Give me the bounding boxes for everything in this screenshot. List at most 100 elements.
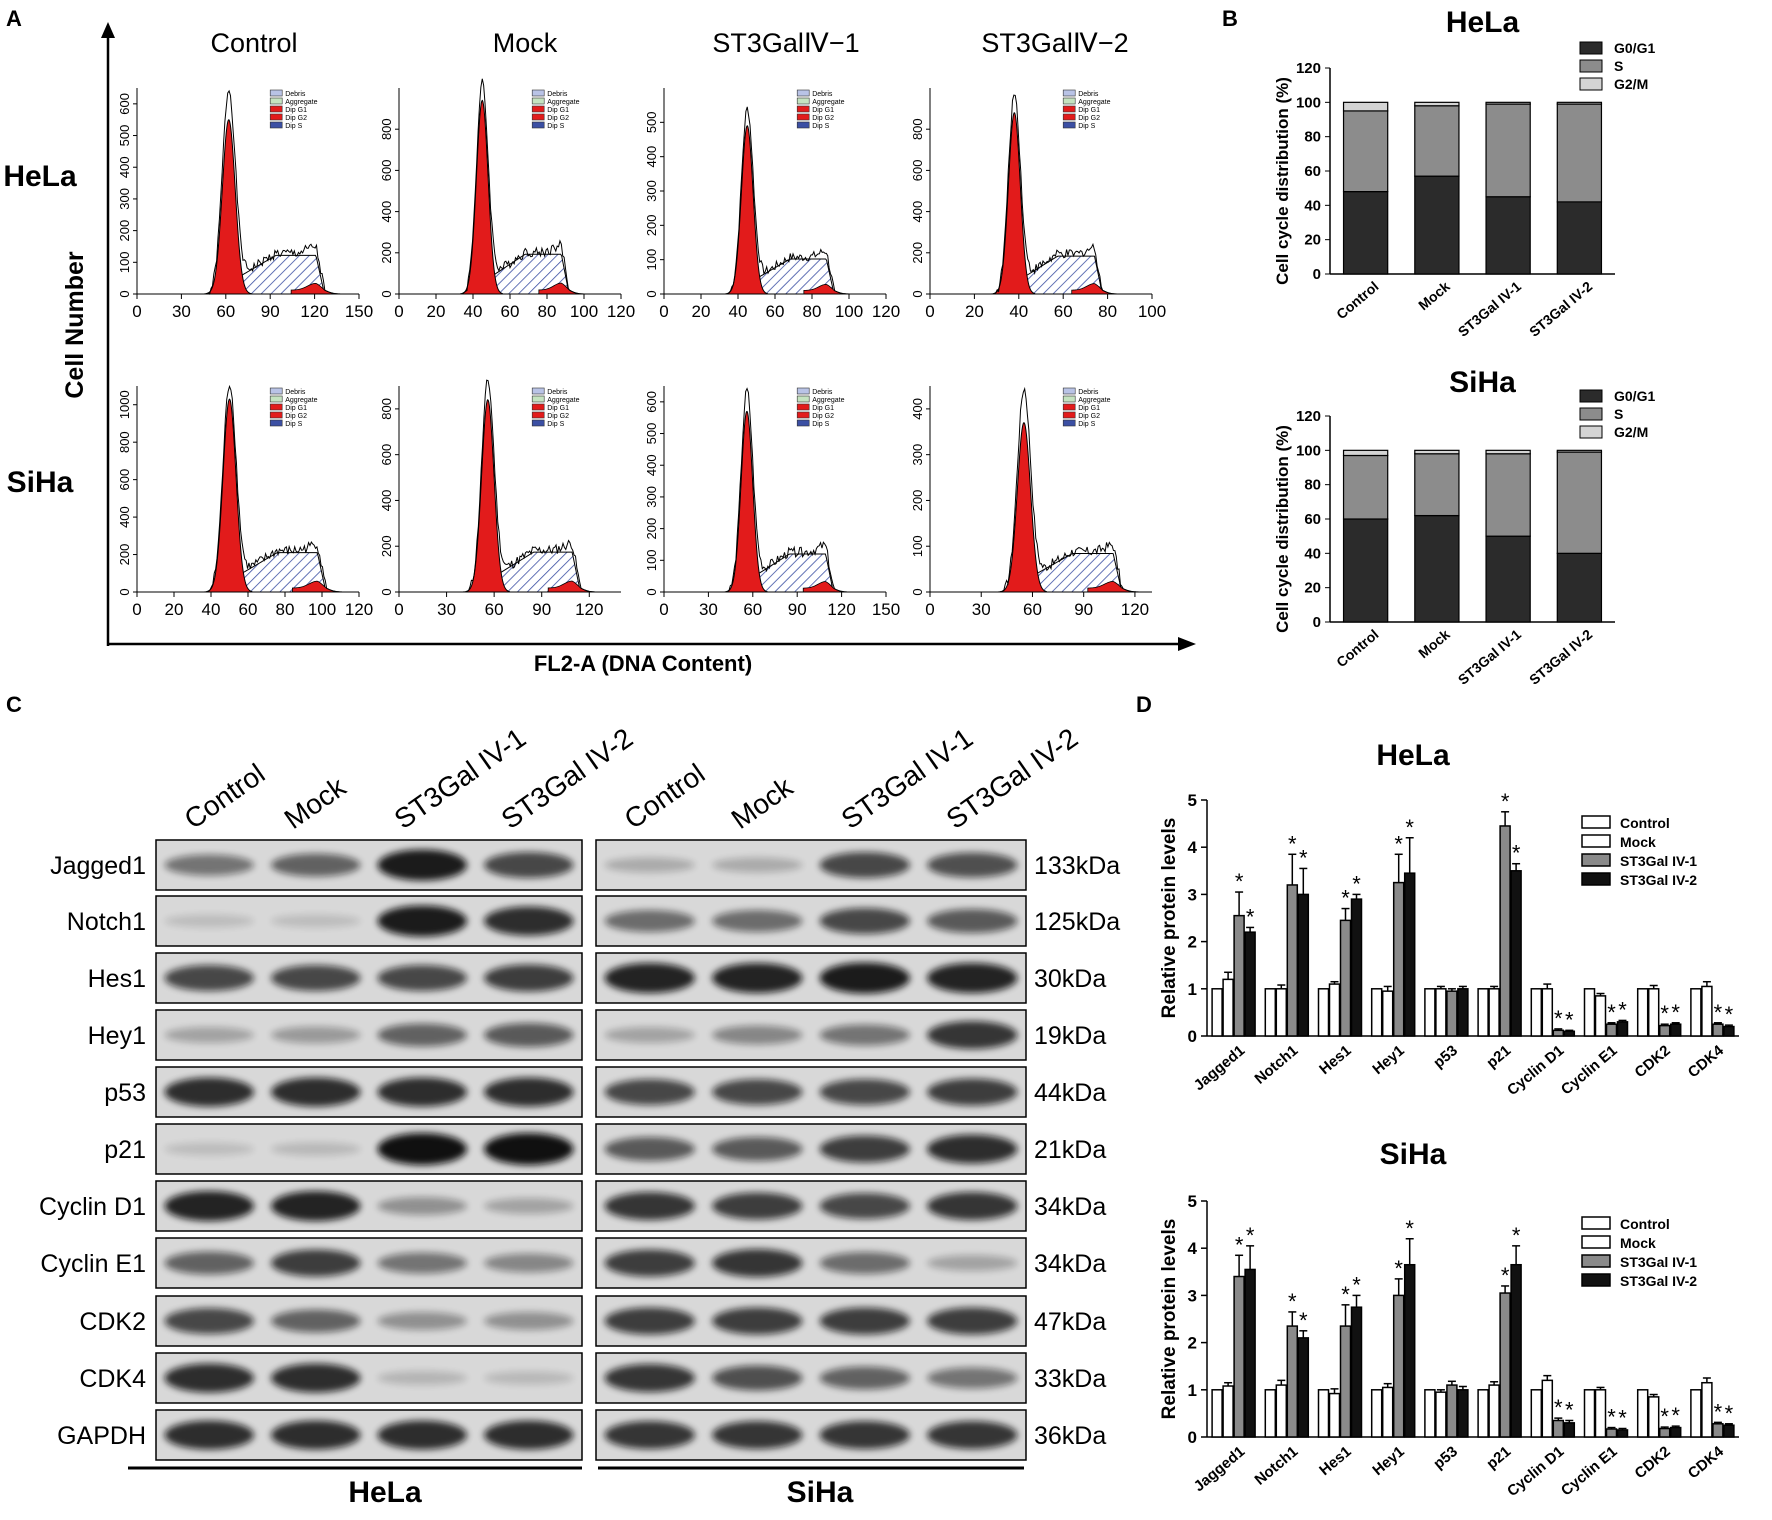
flow-y-tick-label: 0 xyxy=(117,588,132,595)
blot-band xyxy=(712,1307,803,1335)
bar xyxy=(1233,914,1245,1037)
blot-strip xyxy=(595,1352,1027,1404)
bar xyxy=(1435,1391,1447,1438)
flow-y-tick-label: 0 xyxy=(910,588,925,595)
bar xyxy=(1233,1275,1245,1438)
y-tick-label: 60 xyxy=(1304,511,1321,528)
flow-y-tick-label: 800 xyxy=(910,118,925,140)
legend-label: Control xyxy=(1620,815,1670,831)
dip-g1-area xyxy=(461,99,504,295)
blot-band xyxy=(377,1371,467,1385)
stacked-bar-segment xyxy=(1556,451,1603,554)
significance-marker: * xyxy=(1405,1216,1414,1241)
stacked-bar-segment xyxy=(1556,449,1603,453)
legend-swatch xyxy=(1579,77,1603,91)
blot-band xyxy=(927,963,1018,993)
blot-band xyxy=(484,906,574,936)
bar xyxy=(1477,988,1489,1037)
blot-size-label: 36kDa xyxy=(1034,1422,1106,1450)
flow-legend-swatch xyxy=(269,395,283,403)
significance-marker: * xyxy=(1512,1223,1521,1248)
bar xyxy=(1594,1389,1607,1438)
significance-marker: * xyxy=(1352,871,1361,896)
blot-band xyxy=(819,1421,910,1449)
significance-marker: * xyxy=(1671,1403,1680,1428)
bar xyxy=(1636,988,1649,1037)
bar xyxy=(1530,988,1543,1037)
bar xyxy=(1381,1386,1394,1438)
blot-band xyxy=(377,1252,467,1274)
flow-y-tick-label: 300 xyxy=(644,486,659,508)
flow-y-tick-label: 0 xyxy=(644,290,659,297)
blot-strip xyxy=(155,1409,583,1461)
blot-band xyxy=(604,1137,695,1161)
x-tick-label: ST3Gal IV-1 xyxy=(1455,278,1524,340)
bar xyxy=(1658,1427,1671,1438)
blot-protein-label: Cyclin E1 xyxy=(40,1250,146,1278)
bar xyxy=(1317,988,1330,1037)
bar xyxy=(1339,1325,1352,1438)
flow-legend-label: Dip G1 xyxy=(812,405,834,412)
bar xyxy=(1510,1263,1522,1438)
flow-x-tick-label: 80 xyxy=(538,302,557,321)
blot-band xyxy=(164,1142,254,1156)
flow-legend-swatch xyxy=(796,121,810,129)
blot-cell-line-label: HeLa xyxy=(348,1476,422,1509)
flow-y-tick-label: 200 xyxy=(379,535,394,557)
stacked-bar-segment xyxy=(1342,110,1389,193)
bar xyxy=(1286,884,1299,1037)
blot-strip xyxy=(155,1295,583,1347)
flow-histogram: 0 20 40 60 80 100 0 200 400 600 800 DebrisAggregate… xyxy=(910,88,1166,321)
flow-legend-label: Aggregate xyxy=(547,397,579,404)
x-tick-label: Hes1 xyxy=(1316,1443,1354,1479)
flow-legend-swatch xyxy=(269,89,283,97)
stacked-bar-segment xyxy=(1342,191,1389,275)
blot-strip xyxy=(155,1123,583,1175)
panel-a-y-arrowhead xyxy=(101,22,115,38)
y-tick-label: 0 xyxy=(1313,266,1321,283)
flow-legend-label: Debris xyxy=(812,91,833,98)
blot-band xyxy=(164,965,254,991)
significance-marker: * xyxy=(1501,1263,1510,1288)
flow-legend-label: Dip G1 xyxy=(1078,107,1100,114)
blot-strip xyxy=(155,895,583,947)
legend-swatch xyxy=(1579,41,1603,55)
blot-band xyxy=(164,1420,254,1450)
blot-band xyxy=(377,849,467,881)
x-tick-label: Control xyxy=(1333,278,1381,322)
bar xyxy=(1541,988,1554,1037)
bar xyxy=(1510,870,1522,1037)
bar xyxy=(1339,919,1352,1037)
significance-marker: * xyxy=(1299,845,1308,870)
flow-legend-label: Dip S xyxy=(812,421,829,428)
flow-x-tick-label: 40 xyxy=(729,302,748,321)
flow-y-tick-label: 200 xyxy=(644,214,659,236)
blot-strip xyxy=(155,839,583,891)
histogram-outline xyxy=(187,384,342,593)
flow-y-tick-label: 400 xyxy=(117,506,132,528)
flow-y-tick-label: 200 xyxy=(117,544,132,566)
legend-label: ST3Gal IV-2 xyxy=(1620,1273,1697,1289)
flow-legend-swatch xyxy=(796,97,810,105)
flow-legend-label: Dip S xyxy=(285,123,302,130)
stacked-bar-segment xyxy=(1556,101,1603,105)
flow-y-tick-label: 500 xyxy=(644,423,659,445)
bar xyxy=(1211,1389,1223,1438)
flow-legend-swatch xyxy=(1062,387,1076,395)
blot-size-label: 125kDa xyxy=(1034,908,1120,936)
flow-legend-swatch xyxy=(796,395,810,403)
bar xyxy=(1211,988,1223,1037)
x-tick-label: ST3Gal IV-1 xyxy=(1455,626,1524,688)
blot-band xyxy=(712,1079,803,1105)
blot-band xyxy=(271,1249,361,1277)
flow-legend-swatch xyxy=(796,419,810,427)
bar xyxy=(1616,1429,1629,1438)
blot-protein-label: Notch1 xyxy=(67,908,146,936)
blot-band xyxy=(377,1197,467,1215)
bar xyxy=(1488,1384,1500,1438)
legend-swatch xyxy=(1579,407,1603,421)
blot-band xyxy=(927,1192,1018,1220)
flow-legend-swatch xyxy=(269,387,283,395)
flow-legend-label: Debris xyxy=(547,389,568,396)
legend-label: Mock xyxy=(1620,1235,1656,1251)
